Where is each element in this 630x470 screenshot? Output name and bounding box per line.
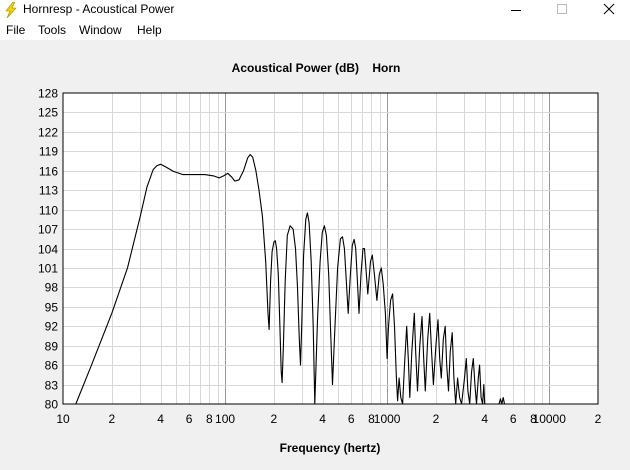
maximize-button[interactable] — [539, 0, 585, 20]
x-tick-label: 8 — [368, 412, 375, 426]
y-tick-label: 128 — [38, 87, 58, 101]
y-tick-label: 98 — [45, 281, 59, 295]
plot-border — [62, 92, 599, 405]
x-tick-label: 100 — [215, 412, 235, 426]
menu-window[interactable]: Window — [79, 23, 122, 37]
x-tick-label: 2 — [108, 412, 115, 426]
x-tick-label: 6 — [186, 412, 193, 426]
y-axis-ticks: 128 125 122 119 116 113 110 107 104 101 98 95 92 89 86… — [38, 87, 58, 412]
y-tick-label: 110 — [39, 204, 58, 218]
y-tick-label: 125 — [38, 106, 58, 120]
menu-file[interactable]: File — [6, 23, 26, 37]
y-tick-label: 122 — [38, 126, 58, 140]
y-tick-label: 92 — [45, 320, 59, 334]
x-tick-label: 8 — [206, 412, 213, 426]
x-tick-label: 10000 — [533, 412, 567, 426]
y-tick-label: 107 — [38, 223, 58, 237]
title-bar: Hornresp - Acoustical Power — [0, 0, 630, 20]
acoustical-power-chart: Acoustical Power (dB) Horn 1281251221191… — [38, 61, 602, 455]
chart-title: Acoustical Power (dB) Horn — [232, 61, 401, 75]
y-tick-label: 101 — [38, 262, 58, 276]
window-title: Hornresp - Acoustical Power — [23, 2, 175, 16]
x-tick-label: 4 — [157, 412, 164, 426]
close-button[interactable] — [584, 0, 630, 20]
x-tick-label: 6 — [348, 412, 355, 426]
x-axis-label: Frequency (hertz) — [280, 441, 381, 455]
x-tick-label: 4 — [319, 412, 326, 426]
y-tick-label: 104 — [38, 243, 58, 257]
grid — [63, 93, 598, 404]
y-tick-label: 80 — [45, 398, 59, 412]
x-tick-label: 4 — [481, 412, 488, 426]
x-tick-label: 8 — [530, 412, 537, 426]
x-tick-label: 1000 — [374, 412, 401, 426]
power-curve-line — [75, 154, 486, 405]
y-tick-label: 95 — [45, 301, 59, 315]
x-tick-label: 2 — [433, 412, 440, 426]
y-tick-label: 86 — [45, 359, 59, 373]
y-tick-label: 119 — [39, 145, 58, 159]
menu-tools[interactable]: Tools — [38, 23, 67, 37]
x-tick-label: 10 — [56, 412, 70, 426]
y-tick-label: 89 — [45, 340, 59, 354]
x-tick-label: 2 — [595, 412, 602, 426]
plot-area — [63, 93, 598, 404]
x-tick-label: 2 — [271, 412, 278, 426]
menu-bar: File Tools Window Help — [0, 20, 630, 40]
x-tick-label: 6 — [510, 412, 517, 426]
menu-help[interactable]: Help — [137, 23, 162, 37]
maximize-icon — [557, 4, 567, 14]
lightning-bolt-icon — [5, 2, 17, 18]
minimize-button[interactable] — [493, 0, 539, 20]
y-tick-label: 113 — [39, 184, 58, 198]
y-tick-label: 116 — [39, 165, 58, 179]
y-tick-label: 83 — [45, 379, 59, 393]
minimize-icon — [511, 10, 521, 11]
close-icon — [603, 3, 615, 15]
